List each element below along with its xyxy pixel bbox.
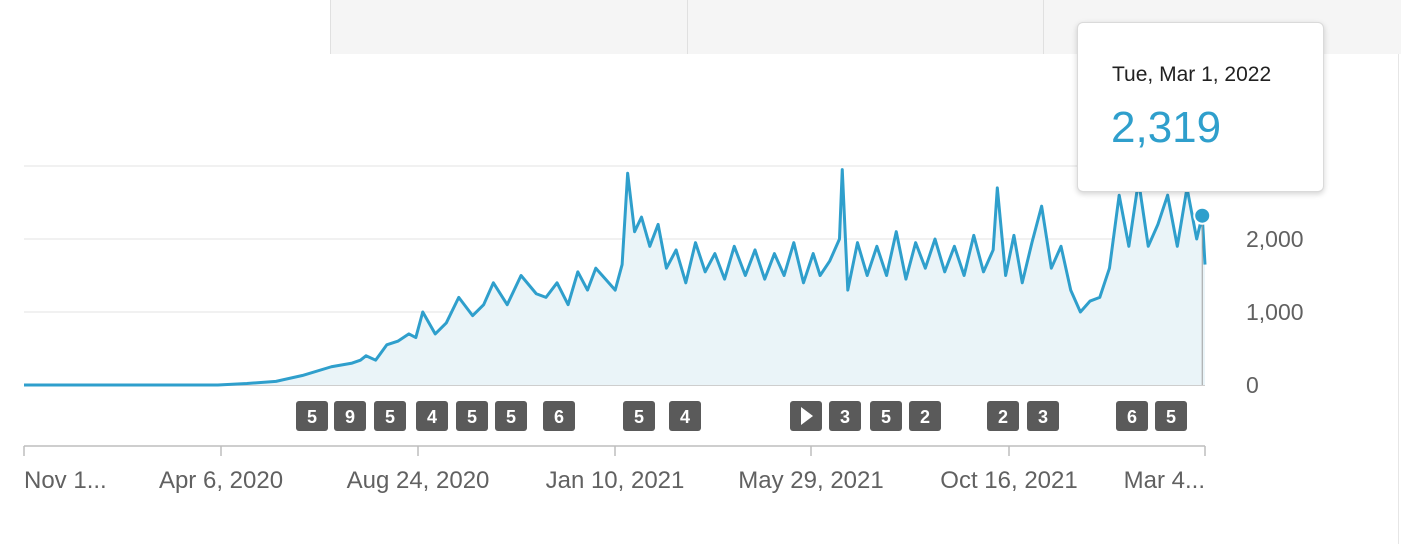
annotation-badge-label: 5 [506, 407, 516, 427]
annotation-badge-label: 2 [998, 407, 1008, 427]
annotation-badge[interactable]: 5 [374, 401, 406, 431]
x-tick-label: Jan 10, 2021 [546, 467, 685, 494]
annotation-play-badge[interactable] [790, 401, 822, 431]
annotation-badge[interactable]: 5 [1155, 401, 1187, 431]
annotation-badge[interactable]: 6 [1116, 401, 1148, 431]
annotation-badge[interactable]: 5 [495, 401, 527, 431]
annotation-badge[interactable]: 4 [669, 401, 701, 431]
annotation-badge-label: 4 [427, 407, 437, 427]
x-tick-label: Oct 16, 2021 [940, 467, 1077, 494]
annotation-badge[interactable]: 3 [829, 401, 861, 431]
annotation-badge-label: 6 [1127, 407, 1137, 427]
annotation-badge[interactable]: 5 [296, 401, 328, 431]
annotation-badge-label: 6 [554, 407, 564, 427]
annotation-badge-label: 2 [920, 407, 930, 427]
y-tick-label: 2,000 [1246, 226, 1304, 252]
series-area [24, 169, 1205, 385]
annotation-badge-label: 5 [467, 407, 477, 427]
series-line [24, 168, 1207, 387]
annotation-badge-label: 5 [307, 407, 317, 427]
header-divider [1043, 0, 1044, 54]
annotation-badge[interactable]: 5 [623, 401, 655, 431]
annotation-badge-label: 9 [345, 407, 355, 427]
x-tick-label: May 29, 2021 [738, 467, 883, 494]
annotation-badges: 5 9 5 4 5 5 6 5 4 3 5 2 2 3 6 5 [296, 401, 1187, 431]
tooltip-date: Tue, Mar 1, 2022 [1112, 63, 1272, 86]
annotation-badge[interactable]: 9 [334, 401, 366, 431]
annotation-badge-label: 3 [840, 407, 850, 427]
panel-border [1398, 54, 1399, 544]
hover-point [1193, 206, 1212, 225]
annotation-badge[interactable]: 2 [909, 401, 941, 431]
annotation-badge-label: 5 [385, 407, 395, 427]
annotation-badge-label: 5 [1166, 407, 1176, 427]
x-tick-label: Aug 24, 2020 [347, 467, 490, 494]
annotation-badge-label: 3 [1038, 407, 1048, 427]
y-tick-label: 0 [1246, 372, 1259, 398]
x-tick-label: Apr 6, 2020 [159, 467, 283, 494]
play-icon [801, 407, 813, 425]
annotation-badge[interactable]: 6 [543, 401, 575, 431]
annotation-badge-label: 4 [680, 407, 690, 427]
annotation-badge[interactable]: 2 [987, 401, 1019, 431]
annotation-badge-label: 5 [634, 407, 644, 427]
annotation-badge[interactable]: 3 [1027, 401, 1059, 431]
x-tick-label: Mar 4... [1124, 467, 1205, 494]
annotation-badge-label: 5 [881, 407, 891, 427]
x-axis-labels: Nov 1... Apr 6, 2020 Aug 24, 2020 Jan 10, 2… [23, 446, 1206, 494]
annotation-badge[interactable]: 4 [416, 401, 448, 431]
header-divider [687, 0, 688, 54]
annotation-badge[interactable]: 5 [870, 401, 902, 431]
tooltip-value: 2,319 [1111, 103, 1222, 152]
x-tick-label: Nov 1... [24, 467, 107, 494]
hover-tooltip: Tue, Mar 1, 2022 2,319 [1077, 22, 1324, 192]
y-tick-label: 1,000 [1246, 299, 1304, 325]
annotation-badge[interactable]: 5 [456, 401, 488, 431]
y-axis-labels: 0 1,000 2,000 [1246, 226, 1304, 398]
